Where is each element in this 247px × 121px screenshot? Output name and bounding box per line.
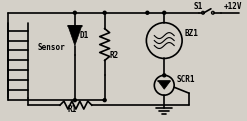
Circle shape — [163, 74, 166, 77]
Circle shape — [73, 11, 76, 14]
Text: R1: R1 — [68, 105, 77, 114]
Text: D1: D1 — [80, 31, 89, 40]
Polygon shape — [158, 81, 170, 89]
Text: +12V: +12V — [224, 2, 242, 11]
Text: BZ1: BZ1 — [184, 29, 198, 38]
Text: Sensor: Sensor — [37, 43, 65, 53]
Polygon shape — [68, 26, 82, 45]
Text: S1: S1 — [194, 2, 203, 11]
Circle shape — [73, 99, 76, 102]
Circle shape — [146, 11, 149, 14]
Text: SCR1: SCR1 — [176, 75, 195, 84]
Circle shape — [163, 11, 166, 14]
Circle shape — [103, 11, 106, 14]
Circle shape — [103, 99, 106, 102]
Text: R2: R2 — [110, 51, 119, 60]
